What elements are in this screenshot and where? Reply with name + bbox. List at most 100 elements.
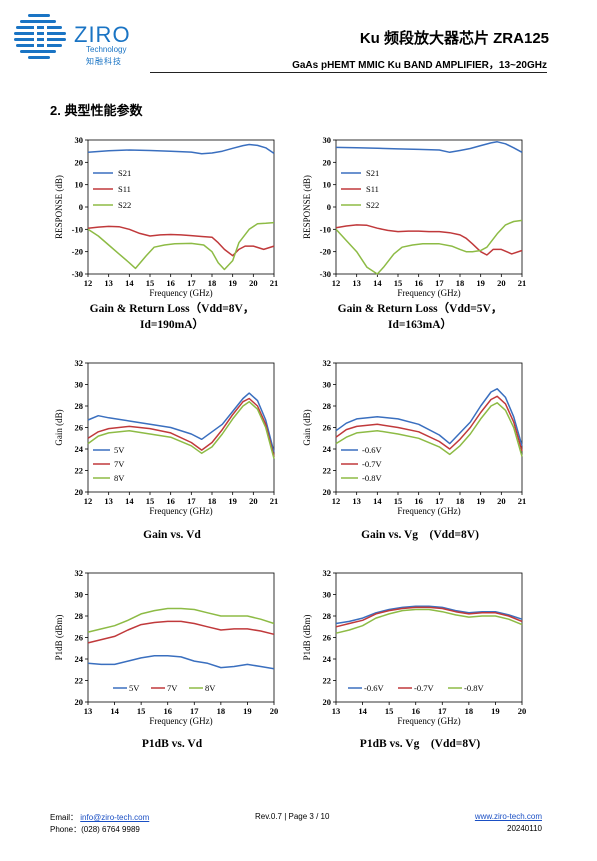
caption-chart-1: Gain & Return Loss（Vdd=8V， Id=190mA） xyxy=(52,301,292,333)
chart-svg: 13 14 15 16 17 18 19 20 20 22 24 26 28 30 32 Frequency … xyxy=(54,568,278,726)
caption-line: Gain & Return Loss（Vdd=8V， xyxy=(89,303,255,315)
caption-line: Id=190mA） xyxy=(139,319,205,331)
y-tick-label: 30 xyxy=(75,135,84,145)
x-tick-label: 20 xyxy=(249,496,257,506)
y-tick-label: -10 xyxy=(320,224,331,234)
plot-frame xyxy=(87,572,275,703)
x-tick-label: 17 xyxy=(187,496,196,506)
legend-label: S22 xyxy=(366,200,379,210)
x-tick-label: 12 xyxy=(332,496,341,506)
y-axis-label: Gain (dB) xyxy=(54,409,64,445)
y-axis-label: P1dB (dBm) xyxy=(54,615,64,661)
y-tick-label: 28 xyxy=(75,401,84,411)
x-tick-label: 17 xyxy=(435,278,444,288)
x-tick-label: 14 xyxy=(110,706,119,716)
chart-p1db-vs-vg: 13 14 15 16 17 18 19 20 20 22 24 26 28 30 32 Frequency … xyxy=(300,565,540,730)
x-tick-label: 13 xyxy=(84,706,93,716)
y-tick-label: -20 xyxy=(320,247,331,257)
page-header: ZIRO Technology 知融科技 Ku 频段放大器芯片 ZRA125 G… xyxy=(0,0,597,80)
series-line xyxy=(335,402,523,457)
y-tick-label: 0 xyxy=(79,202,83,212)
y-tick-label: 20 xyxy=(323,697,332,707)
x-tick-label: 18 xyxy=(456,278,465,288)
y-tick-label: -30 xyxy=(72,269,83,279)
x-tick-label: 19 xyxy=(476,278,485,288)
y-tick-label: 10 xyxy=(75,180,84,190)
footer-phone: Phone：(028) 6764 9989 xyxy=(50,825,140,834)
x-tick-label: 21 xyxy=(270,496,279,506)
logo-subtitle: Technology xyxy=(86,45,127,54)
x-tick-label: 20 xyxy=(497,278,506,288)
x-tick-label: 17 xyxy=(435,496,444,506)
x-axis-label: Frequency (GHz) xyxy=(397,506,460,516)
legend-label: 8V xyxy=(114,473,125,483)
logo-wordmark: ZIRO xyxy=(74,22,131,47)
chart-svg: 12 13 14 15 16 17 18 19 20 21 20 22 24 26 28 30 32 Freque… xyxy=(302,358,527,516)
y-tick-label: 22 xyxy=(323,466,332,476)
x-tick-label: 17 xyxy=(438,706,447,716)
caption-line: P1dB vs. Vg (Vdd=8V) xyxy=(359,738,481,750)
y-tick-label: 28 xyxy=(75,611,84,621)
x-tick-label: 16 xyxy=(163,706,172,716)
series-line xyxy=(335,388,523,447)
legend-label: S11 xyxy=(366,184,379,194)
x-tick-label: 12 xyxy=(84,278,93,288)
email-link[interactable]: info@ziro-tech.com xyxy=(80,813,150,822)
x-tick-label: 14 xyxy=(373,496,382,506)
x-tick-label: 15 xyxy=(146,278,155,288)
y-tick-label: 20 xyxy=(75,487,84,497)
chart-gain-return-loss-5v: 12 13 14 15 16 17 18 19 20 21 -30 -20 -10 0 10 20 30 Freq… xyxy=(300,132,540,302)
footer-email: Email： info@ziro-tech.com xyxy=(50,812,149,823)
plot-frame xyxy=(87,139,275,275)
x-tick-label: 20 xyxy=(497,496,506,506)
y-tick-label: 32 xyxy=(75,358,84,368)
x-tick-label: 13 xyxy=(104,496,113,506)
y-tick-label: 30 xyxy=(75,590,84,600)
ziro-logo xyxy=(14,12,154,72)
x-tick-label: 18 xyxy=(208,496,217,506)
y-tick-label: 30 xyxy=(323,135,332,145)
x-tick-label: 15 xyxy=(146,496,155,506)
y-axis-label: RESPONSE (dB) xyxy=(54,175,64,239)
website-link[interactable]: www.ziro-tech.com xyxy=(474,812,542,821)
caption-chart-3: Gain vs. Vd xyxy=(52,527,292,543)
x-tick-label: 21 xyxy=(270,278,279,288)
series-line xyxy=(87,397,275,457)
y-tick-label: 22 xyxy=(323,676,332,686)
y-tick-label: -10 xyxy=(72,224,83,234)
y-tick-label: 24 xyxy=(323,444,332,454)
x-axis-label: Frequency (GHz) xyxy=(149,288,212,298)
y-tick-label: 22 xyxy=(75,466,84,476)
y-tick-label: 32 xyxy=(75,568,84,578)
x-tick-label: 21 xyxy=(518,496,527,506)
caption-line: Gain & Return Loss（Vdd=5V， xyxy=(337,303,503,315)
caption-chart-4: Gain vs. Vg (Vdd=8V) xyxy=(300,527,540,543)
legend-label: S21 xyxy=(118,168,131,178)
series-line xyxy=(335,141,523,154)
y-tick-label: 0 xyxy=(327,202,331,212)
document-subtitle: GaAs pHEMT MMIC Ku BAND AMPLIFIER，13~20G… xyxy=(292,60,547,71)
legend-label: -0.8V xyxy=(464,683,484,693)
x-tick-label: 18 xyxy=(465,706,474,716)
series-line xyxy=(335,606,523,628)
x-tick-label: 14 xyxy=(125,278,134,288)
x-tick-label: 19 xyxy=(228,278,237,288)
caption-line: Gain vs. Vg (Vdd=8V) xyxy=(361,529,479,541)
legend-label: -0.8V xyxy=(362,473,382,483)
x-tick-label: 12 xyxy=(84,496,93,506)
x-tick-label: 21 xyxy=(518,278,527,288)
legend-label: -0.7V xyxy=(414,683,434,693)
y-tick-label: 26 xyxy=(75,633,84,643)
x-tick-label: 13 xyxy=(104,278,113,288)
y-tick-label: 26 xyxy=(323,423,332,433)
x-tick-label: 20 xyxy=(249,278,257,288)
chart-gain-vs-vd: 12 13 14 15 16 17 18 19 20 21 20 22 24 26 28 30 32 Freque… xyxy=(52,355,292,520)
y-axis-label: P1dB (dBm) xyxy=(302,615,312,661)
chart-p1db-vs-vd: 13 14 15 16 17 18 19 20 20 22 24 26 28 30 32 Frequency … xyxy=(52,565,292,730)
x-tick-label: 16 xyxy=(411,706,420,716)
series-line xyxy=(87,400,275,459)
caption-line: P1dB vs. Vd xyxy=(141,738,203,750)
x-tick-label: 16 xyxy=(414,278,423,288)
y-tick-label: 20 xyxy=(323,487,332,497)
x-tick-label: 15 xyxy=(385,706,394,716)
